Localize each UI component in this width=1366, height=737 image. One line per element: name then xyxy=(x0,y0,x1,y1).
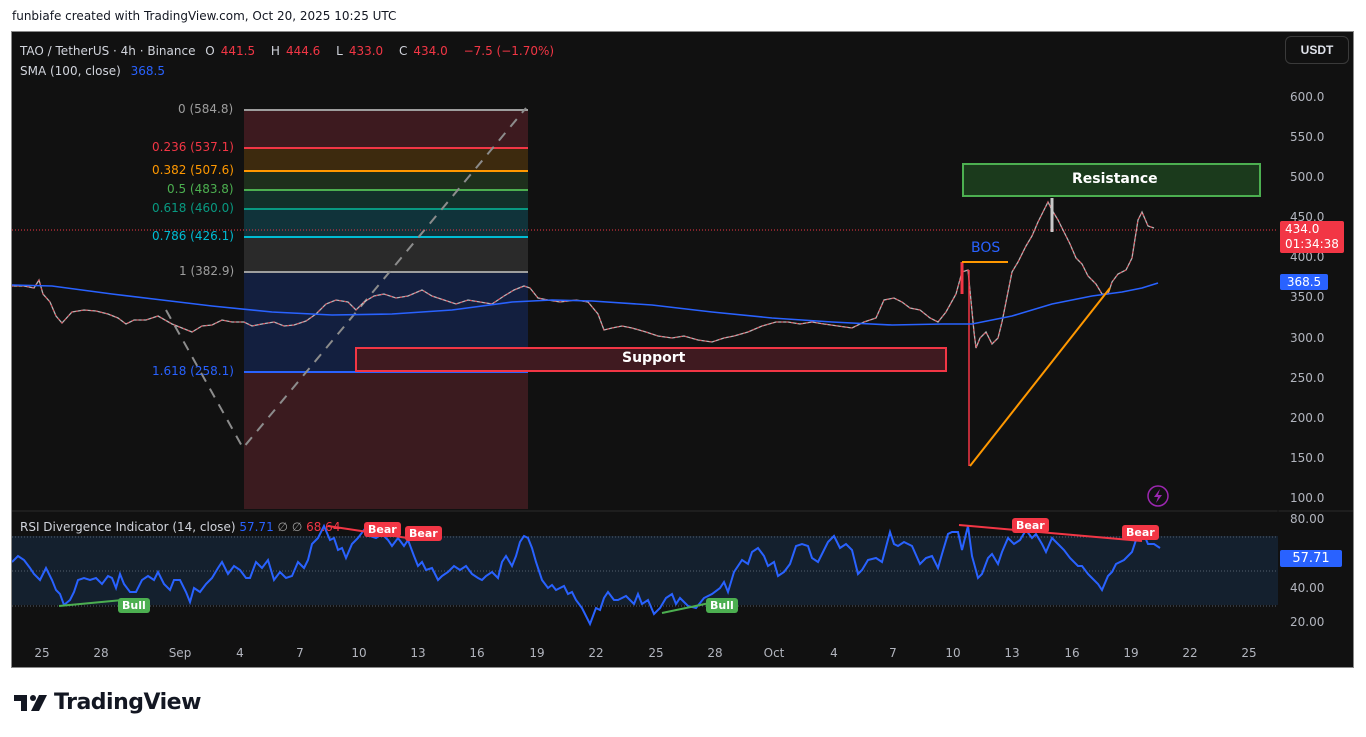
price-tick: 150.0 xyxy=(1290,451,1325,465)
fib-label-0786: 0.786 (426.1) xyxy=(152,229,234,243)
time-tick: 25 xyxy=(1241,646,1257,660)
tradingview-logo[interactable]: TradingView xyxy=(14,690,201,715)
time-tick: 22 xyxy=(1182,646,1198,660)
fib-trend-line[interactable] xyxy=(165,107,527,450)
time-tick: Oct xyxy=(763,646,785,660)
time-tick: 25 xyxy=(648,646,664,660)
sma-legend-label[interactable]: SMA (100, close) xyxy=(20,64,121,78)
rsi-line[interactable] xyxy=(12,523,1161,627)
time-tick: Sep xyxy=(168,646,192,660)
price-series[interactable] xyxy=(12,198,1155,466)
last-price-tag: 434.0 01:34:38 xyxy=(1280,221,1344,253)
bear-tag: Bear xyxy=(364,522,401,537)
bull-tag: Bull xyxy=(706,598,738,613)
ascending-trendline[interactable] xyxy=(969,287,1111,467)
chart-frame[interactable]: TAO / TetherUS · 4h · Binance O 441.5 H 44… xyxy=(11,31,1354,668)
fib-label-1: 1 (382.9) xyxy=(179,264,235,278)
sma-line[interactable] xyxy=(12,282,1159,326)
rsi-current-tag: 57.71 xyxy=(1280,550,1342,567)
chart-canvas[interactable] xyxy=(12,32,1354,668)
support-zone[interactable] xyxy=(355,347,947,372)
support-label: Support xyxy=(622,350,686,366)
fib-label-0: 0 (584.8) xyxy=(178,102,234,116)
rsi-title[interactable]: RSI Divergence Indicator (14, close) xyxy=(20,520,236,534)
time-tick: 19 xyxy=(1123,646,1139,660)
resistance-label: Resistance xyxy=(1072,171,1158,187)
bear-tag: Bear xyxy=(1122,525,1159,540)
resistance-zone[interactable] xyxy=(962,163,1261,197)
symbol-title[interactable]: TAO / TetherUS · 4h · Binance xyxy=(20,44,196,58)
fib-label-0236: 0.236 (537.1) xyxy=(152,140,234,154)
time-tick: 7 xyxy=(889,646,897,660)
bear-tag: Bear xyxy=(1012,518,1049,533)
brand-name: TradingView xyxy=(54,690,201,715)
price-tick: 500.0 xyxy=(1290,170,1325,184)
time-tick: 28 xyxy=(707,646,723,660)
rsi-value-2: 68.64 xyxy=(306,520,341,534)
close-value: 434.0 xyxy=(413,44,448,58)
rsi-value: 57.71 xyxy=(239,520,274,534)
bos-label: BOS xyxy=(971,240,1001,256)
open-value: 441.5 xyxy=(220,44,256,58)
price-tick: 200.0 xyxy=(1290,411,1325,425)
credit-line: funbiafe created with TradingView.com, O… xyxy=(12,9,397,23)
time-tick: 28 xyxy=(93,646,109,660)
tradingview-logo-icon xyxy=(14,694,47,711)
time-tick: 22 xyxy=(588,646,604,660)
fib-retracement[interactable] xyxy=(244,109,528,509)
time-tick: 16 xyxy=(1064,646,1080,660)
rsi-legend[interactable]: RSI Divergence Indicator (14, close) 57.… xyxy=(20,520,341,534)
lightning-icon[interactable] xyxy=(1147,485,1169,507)
price-tick: 400.0 xyxy=(1290,250,1325,264)
fib-label-0382: 0.382 (507.6) xyxy=(152,163,234,177)
rsi-tick: 20.00 xyxy=(1290,615,1325,629)
bear-tag: Bear xyxy=(405,526,442,541)
price-tick: 600.0 xyxy=(1290,90,1325,104)
sma-legend-value: 368.5 xyxy=(130,64,165,78)
currency-button[interactable]: USDT xyxy=(1285,36,1349,64)
time-tick: 19 xyxy=(529,646,545,660)
time-tick: 16 xyxy=(469,646,485,660)
time-tick: 10 xyxy=(945,646,961,660)
rsi-tick: 80.00 xyxy=(1290,512,1325,526)
bar-countdown: 01:34:38 xyxy=(1285,237,1339,251)
change-value: −7.5 (−1.70%) xyxy=(463,44,555,58)
time-tick: 13 xyxy=(410,646,426,660)
price-tick: 100.0 xyxy=(1290,491,1325,505)
fib-label-1618: 1.618 (258.1) xyxy=(152,364,234,378)
price-tick: 450.0 xyxy=(1290,210,1325,224)
time-tick: 10 xyxy=(351,646,367,660)
symbol-legend[interactable]: TAO / TetherUS · 4h · Binance O 441.5 H 44… xyxy=(20,44,555,78)
time-tick: 4 xyxy=(830,646,838,660)
time-tick: 7 xyxy=(296,646,304,660)
fib-label-05: 0.5 (483.8) xyxy=(167,182,234,196)
time-tick: 25 xyxy=(34,646,50,660)
low-value: 433.0 xyxy=(348,44,384,58)
price-tick: 350.0 xyxy=(1290,290,1325,304)
price-tick: 250.0 xyxy=(1290,371,1325,385)
bull-tag: Bull xyxy=(118,598,150,613)
price-tick: 300.0 xyxy=(1290,331,1325,345)
fib-label-0618: 0.618 (460.0) xyxy=(152,201,234,215)
high-value: 444.6 xyxy=(285,44,321,58)
rsi-tick: 40.00 xyxy=(1290,581,1325,595)
bear-divergence-line[interactable] xyxy=(958,524,1143,542)
time-tick: 13 xyxy=(1004,646,1020,660)
time-tick: 4 xyxy=(236,646,244,660)
sma-price-tag: 368.5 xyxy=(1280,274,1328,290)
price-tick: 550.0 xyxy=(1290,130,1325,144)
